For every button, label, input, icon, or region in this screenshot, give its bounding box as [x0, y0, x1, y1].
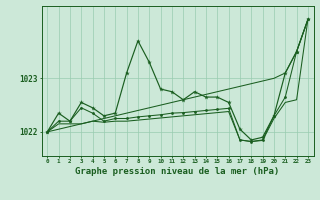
X-axis label: Graphe pression niveau de la mer (hPa): Graphe pression niveau de la mer (hPa)	[76, 167, 280, 176]
